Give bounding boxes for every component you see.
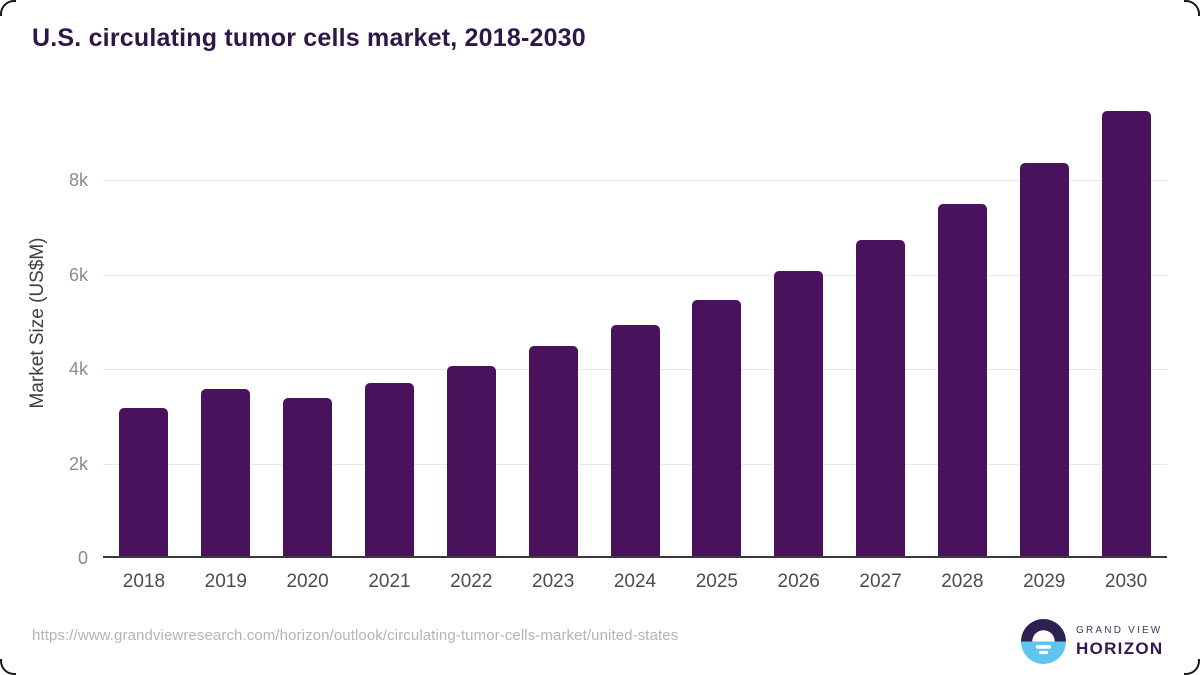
bar-2027[interactable] (856, 240, 906, 558)
bar-2019[interactable] (201, 388, 251, 558)
card-corner (1184, 0, 1200, 16)
bar-2029[interactable] (1019, 163, 1069, 558)
bar-2023[interactable] (528, 345, 578, 558)
y-tick-label: 8k (68, 170, 88, 191)
horizon-logo-icon (1021, 619, 1066, 664)
bar-2021[interactable] (364, 383, 414, 558)
x-tick-label: 2025 (695, 571, 738, 592)
gridline (103, 180, 1167, 182)
x-tick-label: 2024 (613, 571, 657, 592)
brand-logo: GRAND VIEW HORIZON (1021, 619, 1163, 664)
x-tick-label: 2018 (122, 571, 166, 592)
y-tick-label: 0 (77, 548, 88, 568)
plot-area: 0 2k 4k 6k 8k 2018 2019 2020 2021 2022 2023 2024 202… (69, 95, 1167, 592)
x-tick-label: 2027 (859, 571, 902, 592)
bar-2028[interactable] (937, 204, 987, 558)
bar-2026[interactable] (774, 271, 824, 558)
x-tick-label: 2030 (1104, 571, 1148, 592)
y-tick-label: 4k (68, 359, 88, 380)
card-corner (1184, 659, 1200, 675)
x-tick-label: 2026 (777, 571, 820, 592)
bar-2022[interactable] (446, 366, 496, 558)
card-corner (0, 659, 16, 675)
x-tick-label: 2021 (368, 571, 411, 592)
bar-2020[interactable] (283, 397, 333, 558)
x-tick-label: 2023 (532, 571, 575, 592)
source-url: https://www.grandviewresearch.com/horizo… (32, 627, 679, 644)
bar-2030[interactable] (1101, 111, 1151, 558)
x-tick-label: 2020 (286, 571, 329, 592)
y-tick-label: 2k (68, 453, 88, 474)
chart-title: U.S. circulating tumor cells market, 201… (32, 24, 586, 52)
x-tick-label: 2028 (941, 571, 984, 592)
x-tick-label: 2019 (204, 571, 247, 592)
gridline (103, 274, 1167, 276)
brand-name-top: GRAND VIEW (1076, 624, 1163, 636)
card-corner (0, 0, 16, 16)
x-tick-label: 2029 (1023, 571, 1066, 592)
bar-2024[interactable] (610, 324, 660, 558)
brand-text: GRAND VIEW HORIZON (1076, 625, 1163, 659)
x-axis-line (103, 556, 1167, 558)
bar-2025[interactable] (692, 299, 742, 558)
x-tick-label: 2022 (450, 571, 493, 592)
y-tick-label: 6k (68, 264, 88, 285)
bar-2018[interactable] (119, 408, 169, 558)
brand-name-bottom: HORIZON (1076, 638, 1164, 658)
